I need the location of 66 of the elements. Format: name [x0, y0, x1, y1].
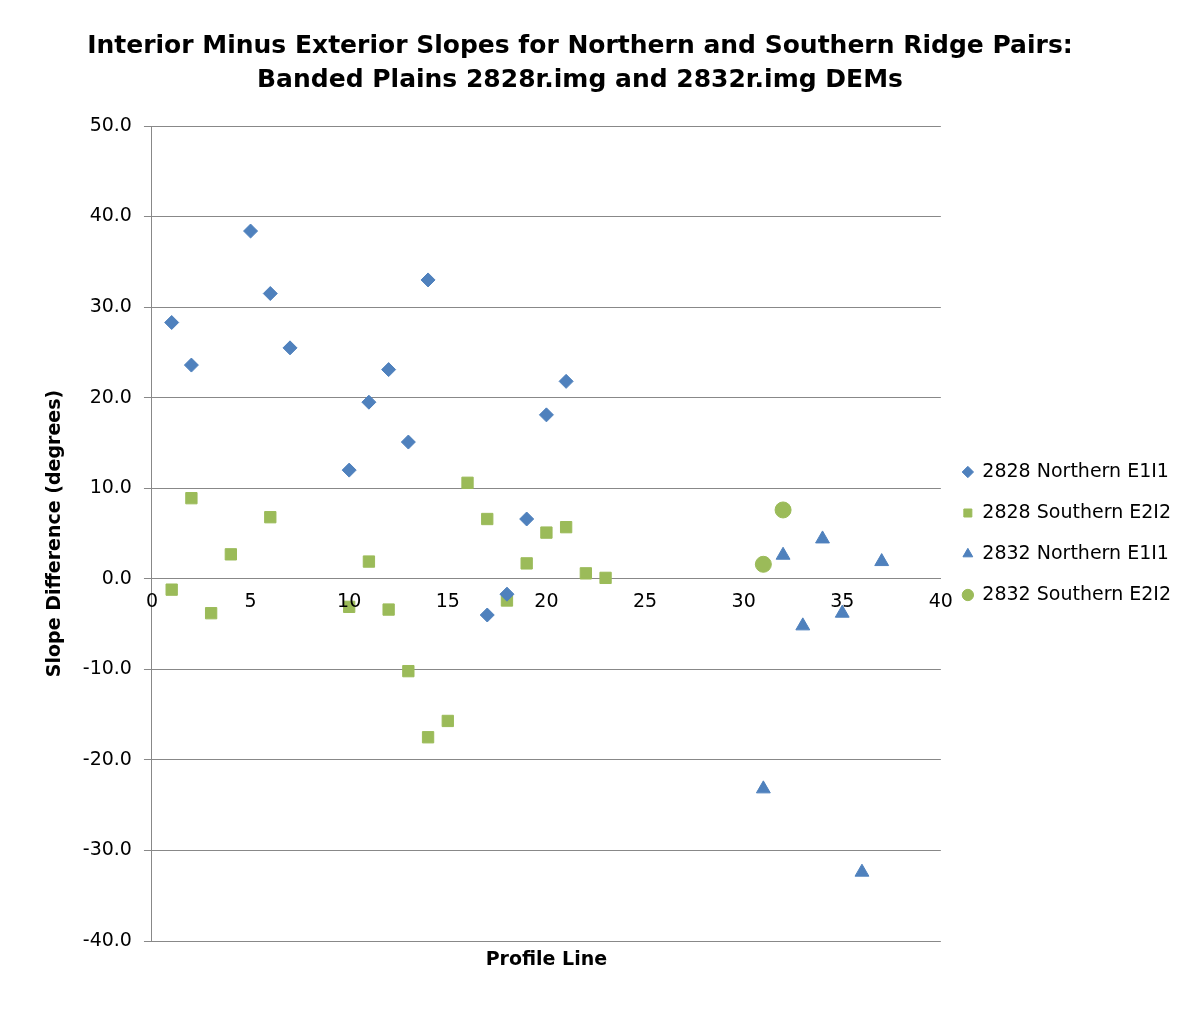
- point: [420, 272, 436, 288]
- y-tick-label: -10.0: [82, 656, 132, 679]
- point: [264, 511, 277, 524]
- point: [854, 863, 870, 877]
- x-tick-label: 25: [632, 589, 658, 612]
- legend-label: 2828 Northern E1I1: [982, 458, 1169, 481]
- point: [282, 340, 298, 356]
- point: [243, 223, 259, 239]
- point: [382, 603, 395, 616]
- point: [815, 530, 830, 544]
- point: [224, 548, 238, 561]
- x-tick-label: 40: [928, 589, 953, 612]
- point: [599, 571, 612, 585]
- point: [775, 546, 791, 560]
- x-tick-label: 5: [244, 589, 257, 612]
- point: [362, 555, 376, 568]
- point: [402, 664, 415, 678]
- point: [165, 583, 178, 596]
- x-tick-label: 0: [145, 589, 159, 612]
- y-tick-label: -30.0: [82, 837, 132, 860]
- point: [579, 567, 593, 580]
- point: [441, 714, 454, 728]
- point: [519, 511, 535, 527]
- point: [421, 731, 435, 744]
- point: [461, 476, 474, 489]
- point: [538, 407, 554, 423]
- point: [479, 607, 495, 623]
- point: [874, 553, 890, 567]
- point: [341, 462, 357, 478]
- point: [559, 521, 573, 534]
- point: [183, 357, 199, 373]
- x-tick-label: 10: [337, 589, 362, 612]
- y-tick-label: 20.0: [89, 384, 132, 407]
- point: [499, 586, 515, 602]
- point: [520, 557, 533, 570]
- point: [185, 492, 198, 505]
- y-tick-label: -20.0: [82, 746, 132, 769]
- point: [262, 286, 278, 302]
- y-tick-label: -40.0: [82, 927, 132, 950]
- legend-label: 2828 Southern E2I2: [982, 499, 1172, 522]
- point: [481, 512, 494, 526]
- point: [204, 607, 218, 620]
- chart-title: Interior Minus Exterior Slopes for Northern and Southern Ridge Pairs: Banded Plains 2828r.img and 2832r.img DEMs: [86, 29, 1074, 95]
- y-axis-title: Slope Difference (degrees): [42, 389, 65, 678]
- x-tick-label: 15: [435, 589, 460, 612]
- point: [755, 780, 771, 794]
- point: [558, 373, 574, 389]
- point: [164, 315, 180, 331]
- y-tick-label: 30.0: [89, 294, 132, 317]
- x-tick-label: 35: [830, 589, 855, 612]
- legend-label: 2832 Southern E2I2: [982, 581, 1172, 604]
- y-tick-label: 40.0: [89, 203, 132, 226]
- point: [795, 617, 811, 631]
- x-tick-label: 30: [731, 589, 756, 612]
- point: [540, 526, 553, 539]
- y-tick-label: 10.0: [89, 475, 132, 498]
- legend-label: 2832 Northern E1I1: [982, 540, 1169, 563]
- point: [361, 394, 377, 410]
- point: [774, 501, 792, 519]
- x-axis-title: Profile Line: [485, 947, 608, 970]
- point: [381, 362, 397, 378]
- x-tick-label: 20: [534, 589, 559, 612]
- point: [400, 434, 416, 450]
- y-tick-label: 0.0: [101, 565, 132, 588]
- point: [754, 555, 772, 573]
- y-tick-label: 50.0: [89, 112, 132, 135]
